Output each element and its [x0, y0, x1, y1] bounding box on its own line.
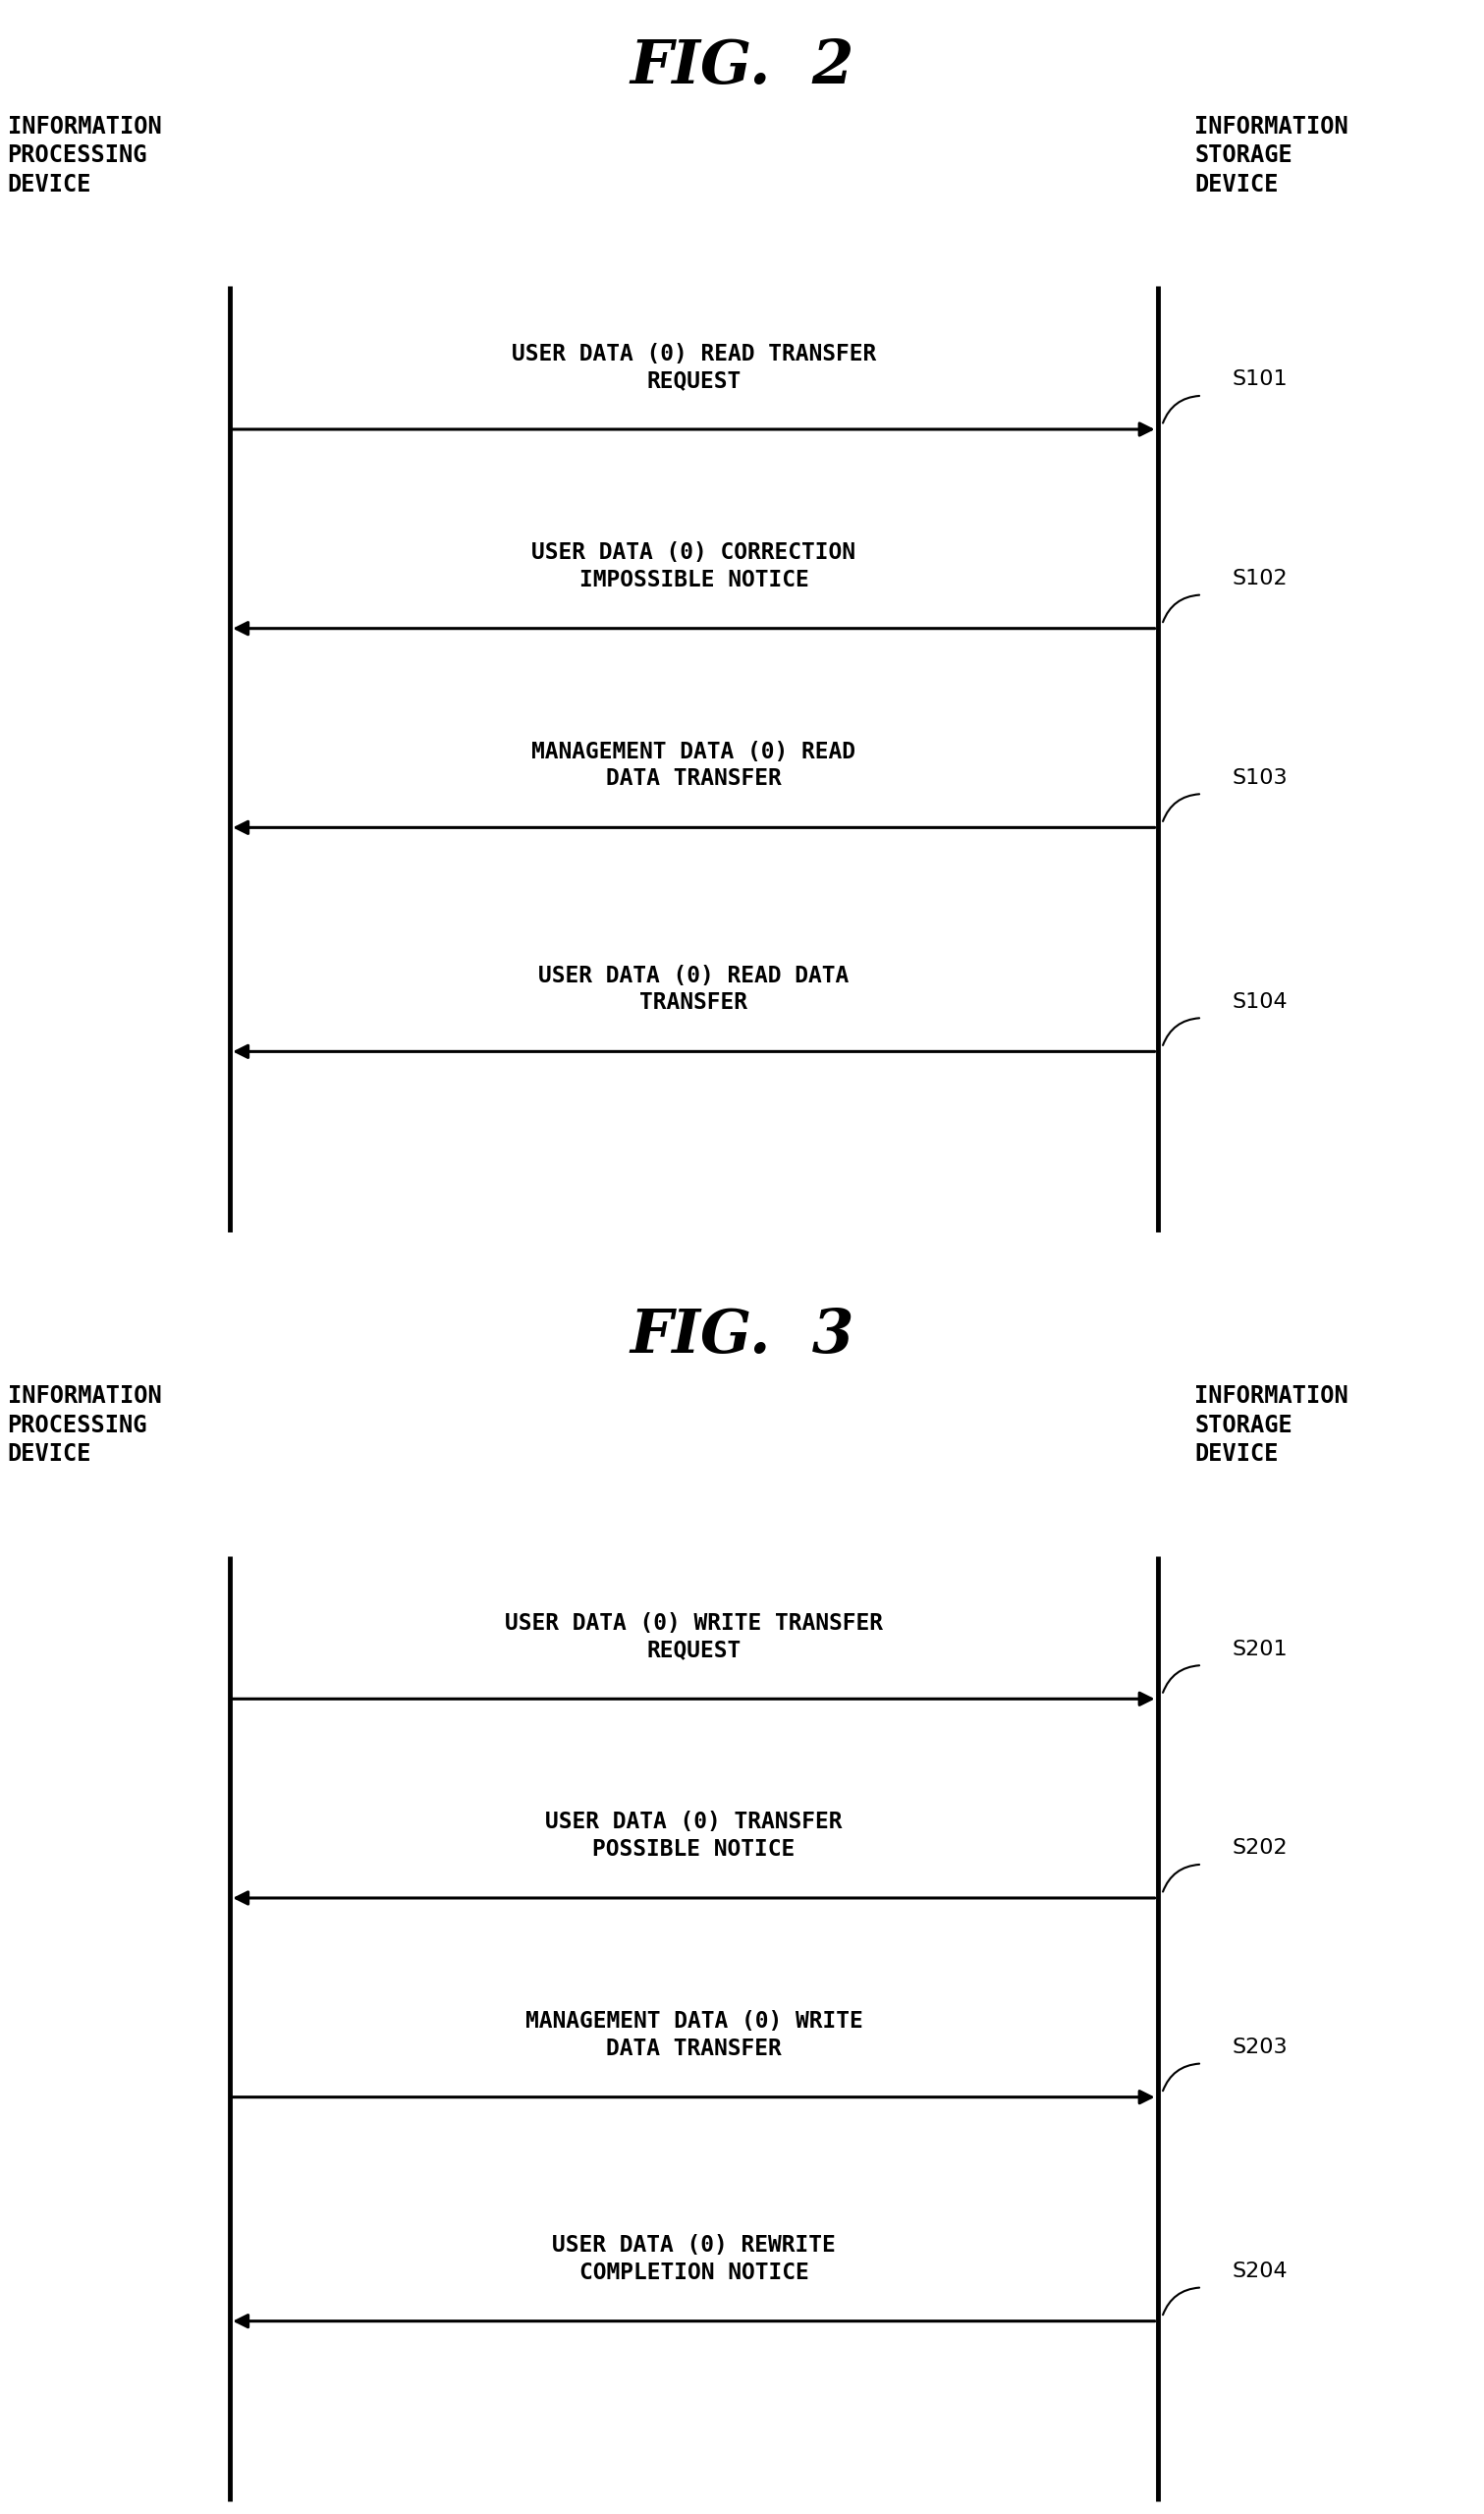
Text: S201: S201	[1232, 1639, 1287, 1659]
Text: S101: S101	[1232, 370, 1287, 390]
Text: FIG.  2: FIG. 2	[629, 38, 855, 96]
Text: FIG.  3: FIG. 3	[629, 1307, 855, 1365]
Text: USER DATA (0) READ TRANSFER
REQUEST: USER DATA (0) READ TRANSFER REQUEST	[512, 342, 876, 392]
Text: USER DATA (0) TRANSFER
POSSIBLE NOTICE: USER DATA (0) TRANSFER POSSIBLE NOTICE	[545, 1810, 843, 1860]
Text: USER DATA (0) REWRITE
COMPLETION NOTICE: USER DATA (0) REWRITE COMPLETION NOTICE	[552, 2235, 835, 2283]
Text: USER DATA (0) WRITE TRANSFER
REQUEST: USER DATA (0) WRITE TRANSFER REQUEST	[505, 1611, 883, 1662]
Text: S102: S102	[1232, 568, 1287, 588]
Text: MANAGEMENT DATA (0) WRITE
DATA TRANSFER: MANAGEMENT DATA (0) WRITE DATA TRANSFER	[525, 2011, 862, 2059]
Text: S104: S104	[1232, 993, 1287, 1011]
Text: S204: S204	[1232, 2263, 1287, 2280]
Text: USER DATA (0) READ DATA
TRANSFER: USER DATA (0) READ DATA TRANSFER	[539, 965, 849, 1013]
Text: S203: S203	[1232, 2036, 1287, 2056]
Text: INFORMATION
PROCESSING
DEVICE: INFORMATION PROCESSING DEVICE	[7, 116, 162, 196]
Text: S103: S103	[1232, 767, 1287, 787]
Text: INFORMATION
PROCESSING
DEVICE: INFORMATION PROCESSING DEVICE	[7, 1385, 162, 1466]
Text: MANAGEMENT DATA (0) READ
DATA TRANSFER: MANAGEMENT DATA (0) READ DATA TRANSFER	[531, 742, 856, 789]
Text: INFORMATION
STORAGE
DEVICE: INFORMATION STORAGE DEVICE	[1195, 116, 1349, 196]
Text: INFORMATION
STORAGE
DEVICE: INFORMATION STORAGE DEVICE	[1195, 1385, 1349, 1466]
Text: USER DATA (0) CORRECTION
IMPOSSIBLE NOTICE: USER DATA (0) CORRECTION IMPOSSIBLE NOTI…	[531, 541, 856, 591]
Text: S202: S202	[1232, 1838, 1287, 1858]
